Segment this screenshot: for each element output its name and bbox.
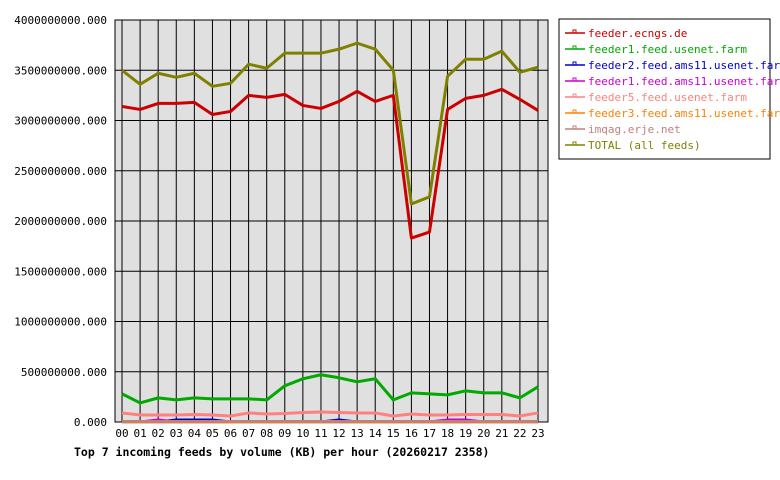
legend-marker bbox=[572, 45, 577, 50]
legend bbox=[558, 18, 771, 160]
x-tick-label: 18 bbox=[441, 427, 454, 440]
legend-marker bbox=[572, 93, 577, 98]
legend-label: feeder5.feed.usenet.farm bbox=[588, 91, 747, 104]
x-tick-label: 05 bbox=[206, 427, 219, 440]
legend-label: imqag.erje.net bbox=[588, 123, 681, 136]
legend-marker bbox=[572, 77, 577, 82]
y-tick-label: 3000000000.000 bbox=[14, 115, 107, 128]
x-tick-label: 21 bbox=[495, 427, 508, 440]
legend-marker bbox=[572, 109, 577, 114]
y-tick-label: 500000000.000 bbox=[21, 366, 107, 379]
x-tick-label: 11 bbox=[314, 427, 327, 440]
x-tick-label: 23 bbox=[531, 427, 544, 440]
chart-title: Top 7 incoming feeds by volume (KB) per … bbox=[74, 445, 490, 459]
x-tick-label: 20 bbox=[477, 427, 490, 440]
x-tick-label: 01 bbox=[133, 427, 146, 440]
x-tick-label: 04 bbox=[188, 427, 202, 440]
legend-marker bbox=[572, 141, 577, 146]
legend-label: feeder3.feed.ams11.usenet.farm bbox=[588, 107, 780, 120]
legend-marker bbox=[572, 125, 577, 130]
series-line bbox=[121, 87, 539, 240]
x-tick-label: 12 bbox=[332, 427, 345, 440]
legend-marker bbox=[572, 29, 577, 34]
x-tick-label: 14 bbox=[369, 427, 383, 440]
y-tick-label: 2000000000.000 bbox=[14, 215, 107, 228]
x-tick-label: 00 bbox=[115, 427, 128, 440]
legend-label: feeder.ecngs.de bbox=[588, 27, 687, 40]
legend-marker bbox=[572, 61, 577, 66]
x-tick-label: 13 bbox=[351, 427, 364, 440]
x-tick-label: 22 bbox=[513, 427, 526, 440]
x-tick-label: 08 bbox=[260, 427, 273, 440]
series-line bbox=[121, 373, 539, 405]
x-tick-label: 10 bbox=[296, 427, 309, 440]
y-tick-label: 1000000000.000 bbox=[14, 316, 107, 329]
y-tick-label: 4000000000.000 bbox=[14, 14, 107, 27]
series-line bbox=[121, 410, 539, 418]
x-tick-label: 02 bbox=[152, 427, 165, 440]
x-tick-label: 15 bbox=[387, 427, 400, 440]
x-tick-label: 16 bbox=[405, 427, 418, 440]
x-tick-label: 06 bbox=[224, 427, 237, 440]
x-tick-label: 07 bbox=[242, 427, 255, 440]
legend-label: feeder2.feed.ams11.usenet.farm bbox=[588, 59, 780, 72]
legend-label: TOTAL (all feeds) bbox=[588, 139, 701, 152]
x-tick-label: 19 bbox=[459, 427, 472, 440]
legend-label: feeder1.feed.usenet.farm bbox=[588, 43, 747, 56]
x-tick-label: 03 bbox=[170, 427, 183, 440]
y-tick-label: 3500000000.000 bbox=[14, 64, 107, 77]
y-tick-label: 0.000 bbox=[74, 416, 107, 429]
x-tick-label: 09 bbox=[278, 427, 291, 440]
x-tick-label: 17 bbox=[423, 427, 436, 440]
legend-label: feeder1.feed.ams11.usenet.farm bbox=[588, 75, 780, 88]
y-tick-label: 1500000000.000 bbox=[14, 265, 107, 278]
series-line bbox=[121, 41, 539, 206]
y-tick-label: 2500000000.000 bbox=[14, 165, 107, 178]
